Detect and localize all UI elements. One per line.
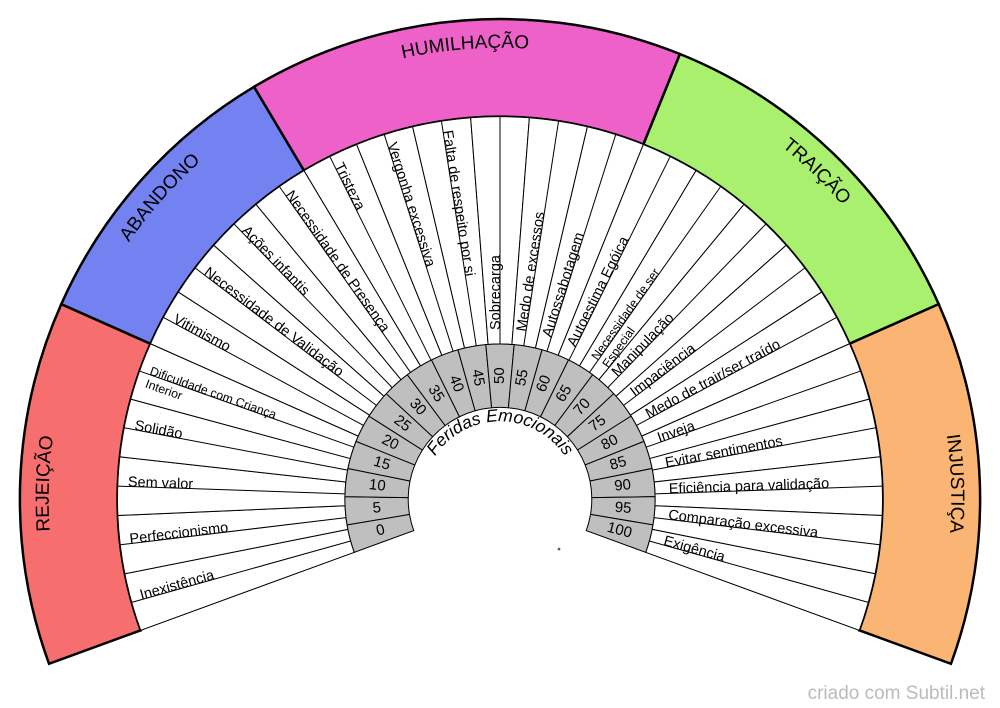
svg-text:90: 90 <box>613 476 631 495</box>
svg-text:5: 5 <box>372 499 382 517</box>
svg-text:criado com Subtil.net: criado com Subtil.net <box>808 683 986 703</box>
svg-text:10: 10 <box>368 476 386 495</box>
svg-text:Sobrecarga: Sobrecarga <box>488 254 504 330</box>
svg-text:95: 95 <box>614 499 632 517</box>
svg-text:Sem valor: Sem valor <box>128 474 194 492</box>
svg-text:50: 50 <box>491 367 508 384</box>
svg-text:45: 45 <box>468 368 488 388</box>
svg-text:55: 55 <box>512 368 532 388</box>
